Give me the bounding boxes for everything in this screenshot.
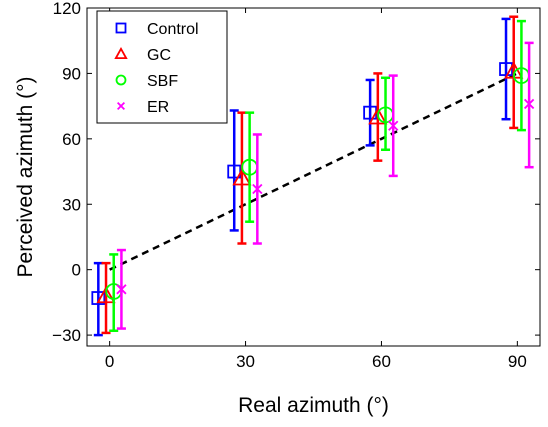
x-tick-label: 30 [236,352,255,371]
data-point [368,107,388,125]
reference-line [109,72,518,271]
legend-marker [114,46,128,60]
data-point [388,120,399,131]
y-tick-label: 90 [62,64,81,83]
series-er [116,41,535,330]
series-control [91,17,513,337]
data-point-stroke [388,120,399,131]
data-point [232,168,252,186]
legend-marker [115,22,127,34]
x-tick-label: 0 [105,352,114,371]
y-tick-label: 120 [53,0,81,18]
data-point [499,62,513,76]
y-tick-label: 30 [62,195,81,214]
data-point [523,98,535,110]
legend-label: SBF [147,73,178,90]
data-point [252,183,263,195]
x-tick-label: 90 [508,352,527,371]
legend-marker-stroke [116,101,126,111]
data-point-stroke [252,183,263,195]
legend: Control GC SBF ER [96,10,228,124]
y-tick-label: 0 [72,261,81,280]
legend-label: ER [147,99,169,116]
x-axis-label: Real azimuth (°) [238,394,389,417]
y-axis-label: Perceived azimuth (°) [14,77,37,278]
series-sbf [105,19,530,332]
data-point [96,285,116,304]
legend-label: Control [147,21,199,38]
data-point-stroke [523,98,535,110]
data-point-stroke [116,284,127,295]
legend-label: GC [147,47,171,64]
x-tick-label: 60 [372,352,391,371]
legend-marker [116,101,126,111]
data-point [116,284,127,295]
y-tick-label: 60 [62,130,81,149]
legend-marker [115,74,127,86]
y-tick-label: −30 [52,326,81,345]
data-point [91,291,106,305]
